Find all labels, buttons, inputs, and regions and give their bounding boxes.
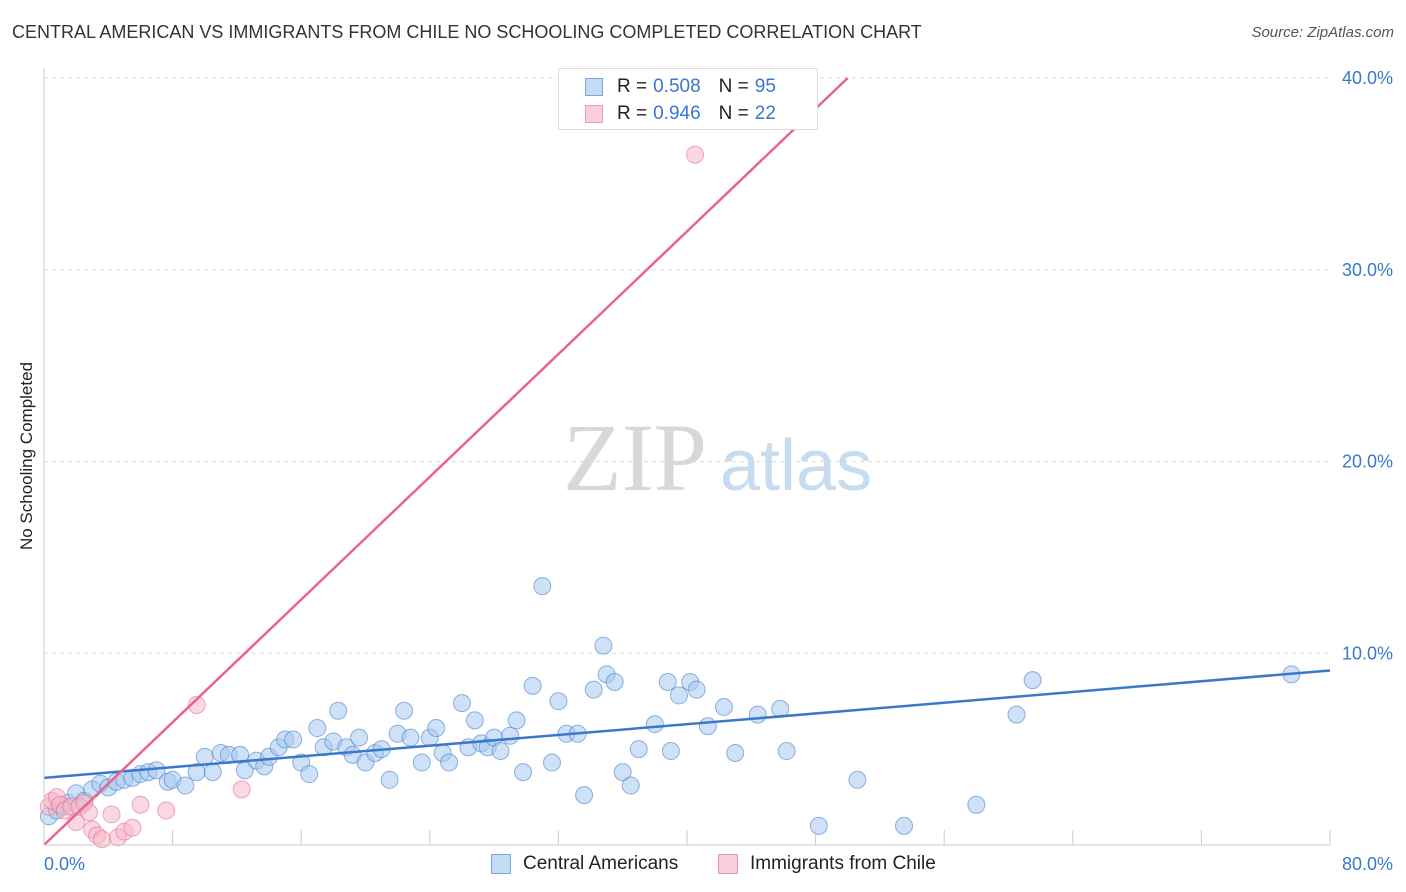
central-american-point [669,686,688,705]
chile-trendline [43,77,849,846]
grid-lines [44,77,1330,654]
central-american-point [687,680,706,699]
central-american-point [629,740,648,759]
central-american-trendline [43,669,1331,780]
chile-point [187,696,206,715]
central-american-point [203,763,222,782]
central-american-point [401,728,420,747]
legend-r-label: R = [617,103,648,124]
watermark: ZIP atlas [563,404,872,511]
x-tick-label: 0.0% [44,854,85,874]
legend-r-value: 0.508 [653,76,701,97]
central-american-point [549,692,568,711]
central-american-point [895,816,914,835]
central-american-point [452,694,471,713]
central-american-point [350,728,369,747]
central-american-point [542,753,561,772]
central-american-point [575,786,594,805]
legend-r-label: R = [617,76,648,97]
central-american-point [329,701,348,720]
central-american-point [645,715,664,734]
central-american-point [395,701,414,720]
y-tick-label: 20.0% [1342,452,1393,472]
central-american-point [491,742,510,761]
central-american-point [1023,671,1042,690]
central-american-point [621,776,640,795]
chile-point [157,801,176,820]
chile-point [131,795,150,814]
watermark-atlas: atlas [720,426,872,506]
data-points [39,145,1301,849]
central-american-point [284,730,303,749]
central-american-point [300,765,319,784]
legend-label: Central Americans [523,853,679,874]
legend-n-label: N = [718,76,749,97]
trend-lines [43,77,1331,846]
central-american-point [507,711,526,730]
central-american-point [661,742,680,761]
y-tick-label: 40.0% [1342,68,1393,88]
legend-item-central-americans: Central Americans [491,852,678,876]
central-american-point [427,719,446,738]
central-american-point [726,743,745,762]
legend-n-label: N = [718,103,749,124]
legend-n-value: 95 [754,76,776,97]
legend-swatch-pink [718,854,738,874]
central-american-point [698,717,717,736]
axes: 10.0% 20.0% 30.0% 40.0% 0.0% 80.0% [43,68,1393,874]
central-american-point [176,776,195,795]
central-american-point [748,705,767,724]
chile-point [123,818,142,837]
chile-point [80,803,99,822]
correlation-legend: R = 0.508 N = 95 R = 0.946 N = 22 [558,68,818,130]
x-tick-label: 80.0% [1342,854,1393,874]
watermark-zip: ZIP [563,404,707,511]
legend-swatch-pink [585,105,603,123]
central-american-point [501,726,520,745]
central-american-point [658,673,677,692]
central-american-point [848,770,867,789]
chile-point [232,780,251,799]
central-american-point [584,680,603,699]
central-american-point [523,676,542,695]
legend-swatch-blue [585,78,603,96]
chile-point [102,805,121,824]
central-american-point [967,795,986,814]
central-american-point [308,719,327,738]
central-american-point [605,673,624,692]
central-american-point [714,697,733,716]
central-american-point [440,753,459,772]
legend-item-chile: Immigrants from Chile [718,852,936,876]
legend-row-central-americans: R = 0.508 N = 95 [585,74,776,100]
y-tick-label: 10.0% [1342,643,1393,663]
legend-row-chile: R = 0.946 N = 22 [585,101,776,127]
y-tick-label: 30.0% [1342,260,1393,280]
central-american-point [777,742,796,761]
central-american-point [594,636,613,655]
source-credit: Source: ZipAtlas.com [1251,24,1394,41]
central-american-point [809,816,828,835]
legend-r-value: 0.946 [653,103,701,124]
central-american-point [412,753,431,772]
central-american-point [465,711,484,730]
chile-point [686,145,705,164]
chart-title: CENTRAL AMERICAN VS IMMIGRANTS FROM CHIL… [12,22,922,42]
central-american-point [533,577,552,596]
central-american-point [1007,705,1026,724]
central-american-point [514,763,533,782]
central-american-point [380,770,399,789]
legend-n-value: 22 [754,103,776,124]
legend-label: Immigrants from Chile [750,853,936,874]
legend-swatch-blue [491,854,511,874]
central-american-point [613,763,632,782]
